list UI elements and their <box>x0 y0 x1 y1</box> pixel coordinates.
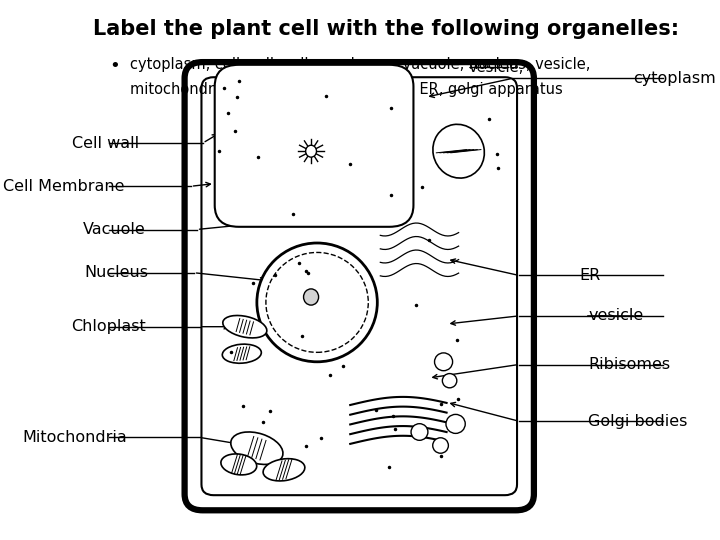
Text: vesicle,: vesicle, <box>468 60 523 75</box>
Ellipse shape <box>266 252 369 353</box>
Ellipse shape <box>433 124 485 178</box>
Text: Vacuole: Vacuole <box>83 222 145 237</box>
Ellipse shape <box>231 432 283 464</box>
Ellipse shape <box>304 289 318 305</box>
Ellipse shape <box>433 438 449 453</box>
Text: Label the plant cell with the following organelles:: Label the plant cell with the following … <box>94 19 680 39</box>
Ellipse shape <box>263 458 305 481</box>
Text: •: • <box>109 57 120 75</box>
Text: Ribisomes: Ribisomes <box>588 357 670 372</box>
Text: Cell Membrane: Cell Membrane <box>3 179 125 194</box>
Ellipse shape <box>435 353 453 370</box>
Text: cytoplasm: cytoplasm <box>634 71 716 86</box>
Text: Mitochondria: Mitochondria <box>22 430 127 445</box>
FancyBboxPatch shape <box>215 65 413 227</box>
Text: Golgi bodies: Golgi bodies <box>588 414 688 429</box>
Text: Chloplast: Chloplast <box>71 319 145 334</box>
Text: Cell wall: Cell wall <box>72 136 140 151</box>
Ellipse shape <box>257 243 377 362</box>
Ellipse shape <box>442 374 456 388</box>
Text: cytoplasm, cell wall, cell membrane, vacuole, nucleus, vesicle,: cytoplasm, cell wall, cell membrane, vac… <box>130 57 591 72</box>
Text: vesicle: vesicle <box>588 308 644 323</box>
Ellipse shape <box>411 424 428 440</box>
Text: Nucleus: Nucleus <box>84 265 148 280</box>
Ellipse shape <box>446 414 465 434</box>
Ellipse shape <box>306 145 317 157</box>
Text: ER: ER <box>579 268 600 283</box>
Text: mitochondria, chloroplasts, ribosomes, ER, golgi apparatus: mitochondria, chloroplasts, ribosomes, E… <box>130 82 563 97</box>
Ellipse shape <box>222 344 261 363</box>
Ellipse shape <box>221 454 257 475</box>
FancyBboxPatch shape <box>184 62 534 510</box>
Ellipse shape <box>222 315 267 338</box>
